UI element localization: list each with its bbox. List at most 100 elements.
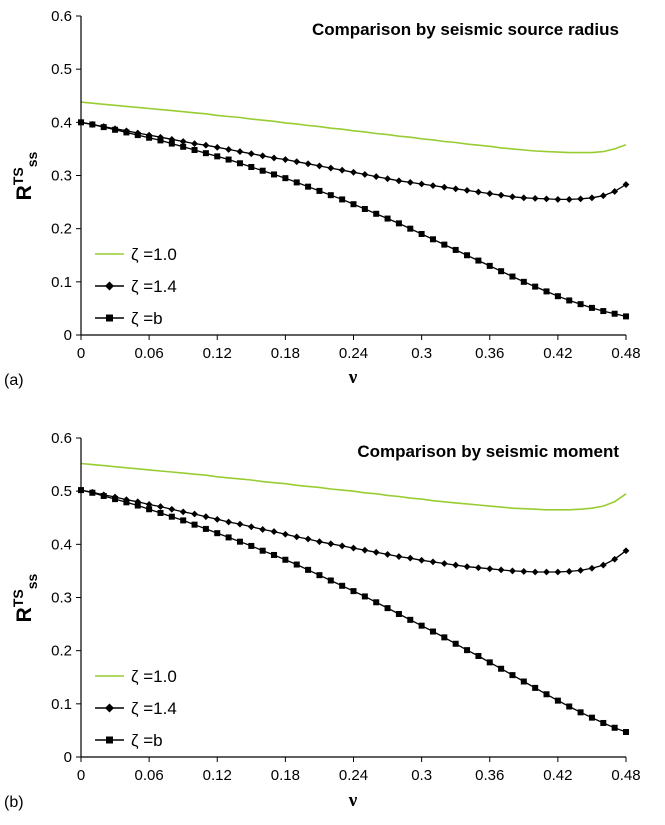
data-point-square <box>418 622 425 629</box>
data-point-square <box>146 506 153 513</box>
data-point-square <box>316 572 323 579</box>
panel-label: (b) <box>4 794 24 811</box>
data-point-diamond <box>304 535 312 543</box>
data-point-square <box>407 616 414 623</box>
data-point-diamond <box>293 533 301 541</box>
x-tick-label: 0.36 <box>475 345 504 362</box>
data-point-diamond <box>554 196 562 203</box>
data-point-diamond <box>418 556 426 564</box>
y-tick-label: 0.3 <box>51 590 72 607</box>
data-point-square <box>248 542 255 549</box>
data-point-diamond <box>225 518 233 526</box>
data-point-diamond <box>327 164 335 172</box>
legend-label-zeta-b: ζ =b <box>131 309 163 328</box>
data-point-square <box>168 513 175 520</box>
data-point-diamond <box>372 173 380 180</box>
data-point-square <box>566 297 573 304</box>
x-axis-label: ν <box>348 367 358 388</box>
data-point-square <box>202 150 209 157</box>
data-point-square <box>611 310 618 317</box>
series-zeta-1-4-line <box>80 489 627 573</box>
data-point-square <box>543 288 550 295</box>
data-point-square <box>623 729 629 736</box>
data-point-diamond <box>577 566 584 574</box>
y-tick-label: 0.4 <box>51 536 72 553</box>
data-point-square <box>236 538 243 545</box>
data-point-diamond <box>350 168 357 176</box>
data-point-square <box>282 556 289 563</box>
data-point-diamond <box>270 528 278 535</box>
data-point-diamond <box>338 166 346 174</box>
data-point-diamond <box>440 560 448 567</box>
data-point-square <box>475 257 482 264</box>
data-point-square <box>554 697 561 704</box>
legend-item-zeta-b: ζ =b <box>95 309 163 328</box>
x-tick-label: 0.06 <box>135 345 164 362</box>
data-point-square <box>441 634 448 641</box>
data-point-diamond <box>247 523 255 531</box>
data-point-square <box>532 684 539 691</box>
data-point-square <box>429 628 436 635</box>
data-point-diamond <box>509 193 516 201</box>
data-point-square <box>486 659 493 666</box>
legend-item-zeta-1-4: ζ =1.4 <box>95 699 177 718</box>
data-point-square <box>577 301 584 308</box>
data-point-diamond <box>384 175 391 183</box>
data-point-diamond <box>463 186 471 194</box>
data-point-square <box>373 210 380 217</box>
x-tick-label: 0.3 <box>411 345 432 362</box>
data-point-square <box>600 719 607 726</box>
x-tick-label: 0.42 <box>543 767 572 784</box>
data-point-square <box>191 146 198 153</box>
data-point-square <box>123 499 130 506</box>
x-ticks: 0 0.06 0.12 0.18 0.24 0.3 0.36 0.42 0.48 <box>77 335 641 362</box>
data-point-diamond <box>168 135 176 143</box>
data-point-diamond <box>520 568 528 575</box>
data-point-square <box>350 588 357 595</box>
panel-b: 0 0.1 0.2 0.3 0.4 0.5 0.6 0 0.06 0.12 0.18 0.24 0.3… <box>4 430 641 811</box>
y-tick-label: 0.4 <box>51 114 72 131</box>
series-zeta-1-0-line <box>80 101 627 154</box>
data-point-square <box>566 703 573 710</box>
x-tick-label: 0.24 <box>339 767 368 784</box>
data-point-diamond <box>543 568 550 576</box>
data-point-diamond <box>509 567 516 575</box>
data-point-square <box>588 304 595 311</box>
data-point-diamond <box>179 508 187 516</box>
data-point-square <box>327 192 334 199</box>
data-point-diamond <box>588 564 596 572</box>
data-point-diamond <box>157 503 164 510</box>
data-point-square <box>191 521 198 528</box>
data-point-square <box>509 672 516 679</box>
data-point-diamond <box>316 538 323 546</box>
x-axis-label: ν <box>348 790 358 811</box>
data-point-square <box>134 502 141 509</box>
data-point-square <box>464 647 471 654</box>
data-point-square <box>577 709 584 716</box>
data-point-square <box>293 561 300 568</box>
data-point-square <box>282 175 289 182</box>
data-point-diamond <box>213 143 221 151</box>
y-tick-label: 0.5 <box>51 483 72 500</box>
x-tick-label: 0 <box>77 767 85 784</box>
data-point-diamond <box>259 152 267 160</box>
legend: ζ =1.0 ζ =1.4 ζ =b <box>95 245 177 328</box>
data-point-diamond <box>236 520 244 528</box>
data-point-square <box>441 241 448 248</box>
data-point-square <box>157 509 164 516</box>
panel-a: 0 0.1 0.2 0.3 0.4 0.5 0.6 0 0.06 0.12 0.18 0.24 0.3… <box>4 8 641 389</box>
data-point-square <box>373 599 380 606</box>
data-point-square <box>339 582 346 589</box>
data-point-square <box>259 167 266 174</box>
data-point-diamond <box>486 565 494 573</box>
x-tick-label: 0.18 <box>271 345 300 362</box>
data-point-square <box>554 293 561 300</box>
y-tick-label: 0.2 <box>51 221 72 238</box>
data-point-square <box>168 140 175 147</box>
data-point-square <box>520 278 527 285</box>
data-point-square <box>498 268 505 275</box>
y-ticks: 0 0.1 0.2 0.3 0.4 0.5 0.6 <box>51 430 81 766</box>
data-point-square <box>271 551 278 558</box>
data-point-diamond <box>463 563 471 571</box>
